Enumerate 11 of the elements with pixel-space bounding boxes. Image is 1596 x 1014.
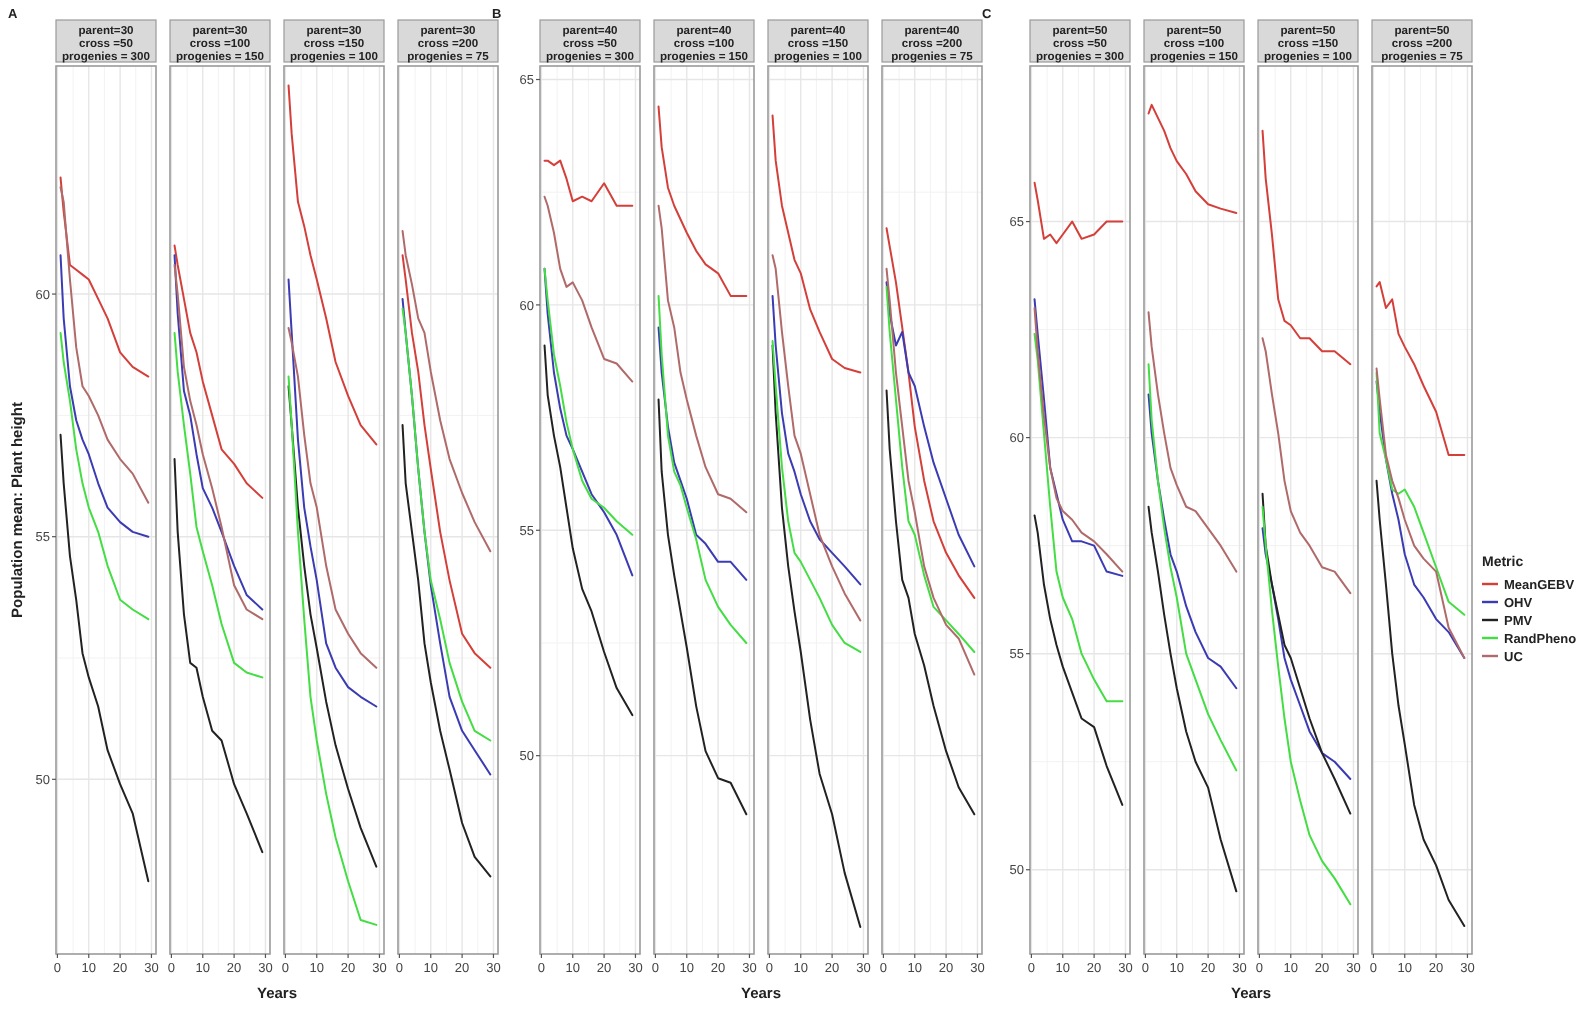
line-series bbox=[543, 344, 634, 717]
line-series bbox=[59, 254, 150, 538]
line-series bbox=[59, 433, 150, 883]
line-series bbox=[1033, 181, 1124, 245]
line-series bbox=[1033, 332, 1124, 703]
line-series bbox=[543, 159, 634, 207]
line-series bbox=[543, 195, 634, 383]
line-series bbox=[1033, 514, 1124, 806]
line-series bbox=[59, 331, 150, 621]
line-series bbox=[59, 176, 150, 378]
line-series bbox=[59, 186, 150, 504]
